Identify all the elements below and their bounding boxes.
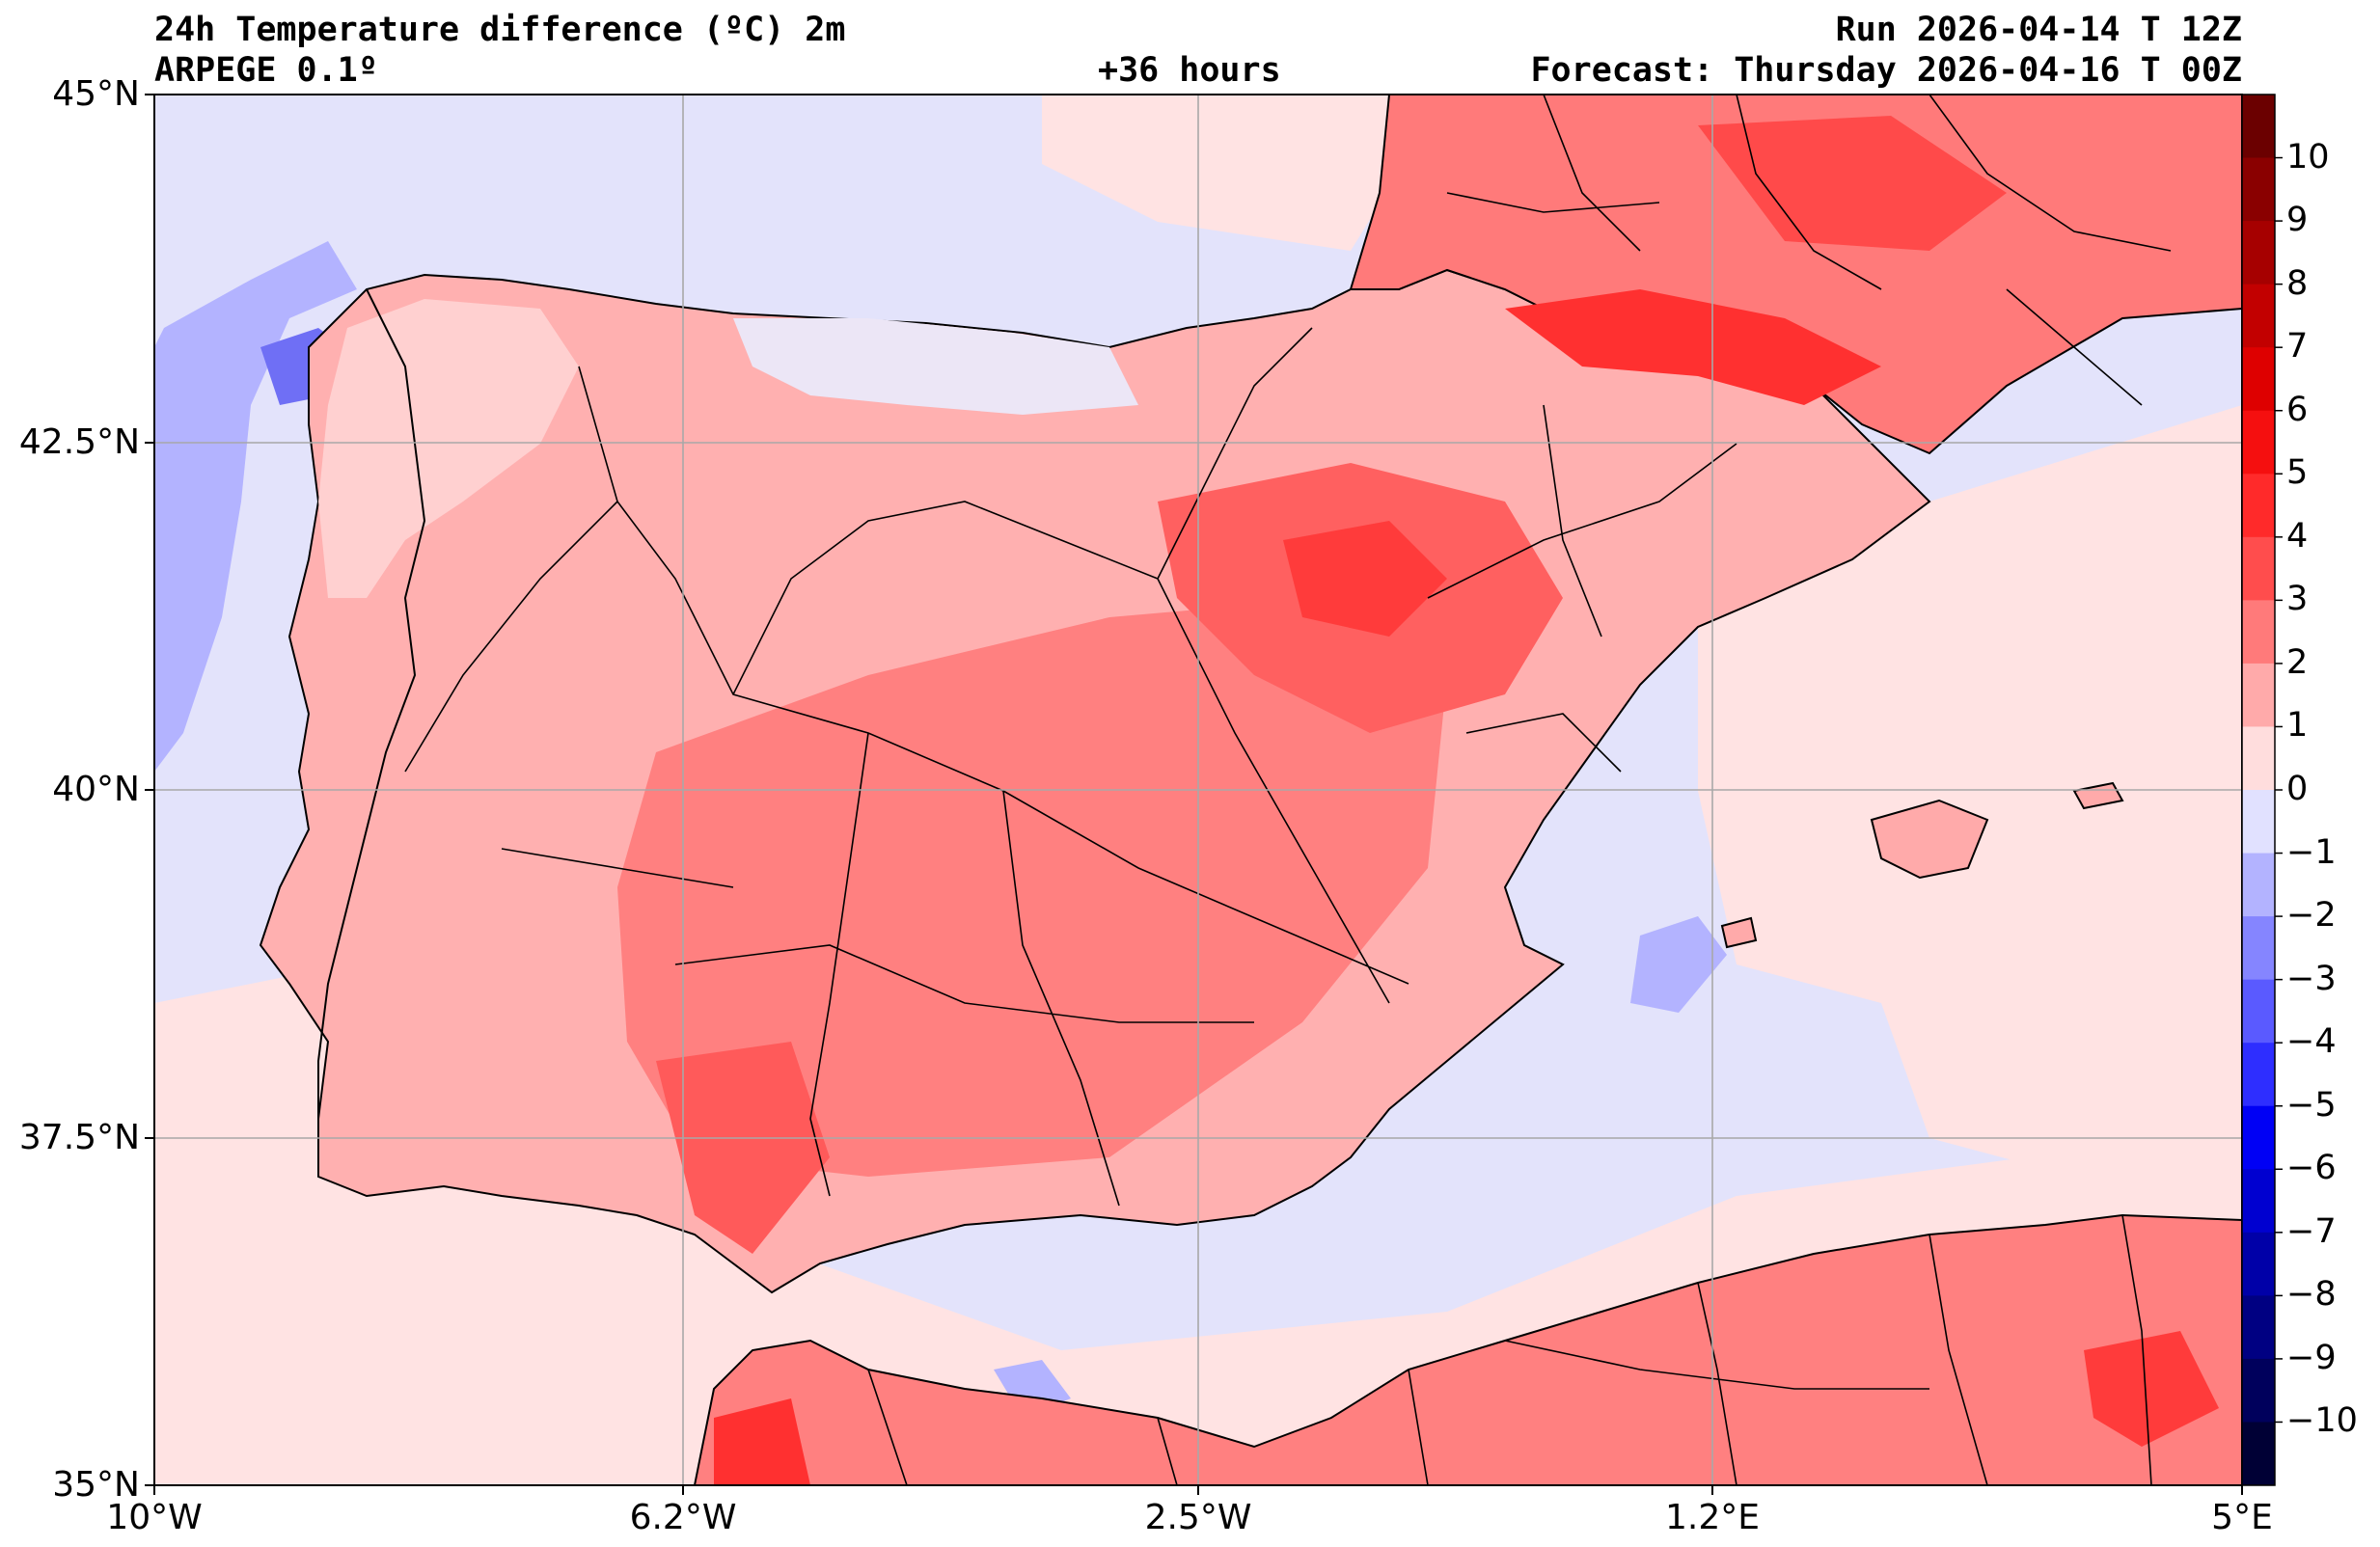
colorbar-segment bbox=[2242, 600, 2275, 665]
colorbar-segment bbox=[2242, 1295, 2275, 1360]
colorbar-segment bbox=[2242, 284, 2275, 348]
colorbar-label: 4 bbox=[2286, 516, 2309, 556]
lead-time-label: +36 hours bbox=[1098, 51, 1281, 90]
colorbar-label: −7 bbox=[2286, 1211, 2337, 1251]
morocco-hot-core bbox=[714, 1398, 810, 1485]
northern-coast-cool bbox=[733, 318, 1138, 415]
model-label: ARPEGE 0.1º bbox=[154, 51, 378, 90]
colorbar-segment bbox=[2242, 157, 2275, 222]
colorbar-label: 3 bbox=[2286, 580, 2309, 619]
colorbar-label: −5 bbox=[2286, 1085, 2337, 1125]
colorbar-label: −1 bbox=[2286, 832, 2337, 872]
lon-label: 2.5°W bbox=[1144, 1498, 1252, 1537]
colorbar-segment bbox=[2242, 347, 2275, 412]
colorbar-segment bbox=[2242, 536, 2275, 601]
colorbar-segment bbox=[2242, 1169, 2275, 1234]
colorbar-label: −4 bbox=[2286, 1022, 2337, 1062]
colorbar-segment bbox=[2242, 1043, 2275, 1107]
colorbar-segment bbox=[2242, 1422, 2275, 1486]
colorbar-segment bbox=[2242, 979, 2275, 1044]
border-pt-es bbox=[317, 288, 426, 1119]
lat-label: 40°N bbox=[52, 770, 140, 809]
sea-warm-east bbox=[1698, 405, 2242, 1196]
axis-ticks bbox=[145, 94, 2243, 1495]
iberia-warm-east-core bbox=[1283, 521, 1447, 637]
forecast-label: Forecast: Thursday 2026-04-16 T 00Z bbox=[1530, 51, 2242, 90]
france-borders bbox=[1446, 95, 2172, 406]
lat-label: 42.5°N bbox=[18, 422, 140, 462]
colorbar-segment bbox=[2242, 1105, 2275, 1170]
colorbar-segment bbox=[2242, 726, 2275, 791]
africa-borders bbox=[867, 1214, 2152, 1485]
france-land bbox=[1349, 95, 2242, 455]
balearic-cold-patch bbox=[1630, 916, 1727, 1013]
region-borders bbox=[404, 327, 1737, 1207]
colorbar-label: 2 bbox=[2286, 642, 2309, 682]
sea-warm-north bbox=[1042, 95, 1447, 251]
colorbar-label: −8 bbox=[2286, 1275, 2337, 1315]
colorbar-label: 0 bbox=[2286, 770, 2309, 808]
colorbar-segment bbox=[2242, 663, 2275, 727]
lon-label: 5°E bbox=[2211, 1498, 2273, 1537]
colorbar-label: 1 bbox=[2286, 706, 2309, 746]
colorbar-label: 8 bbox=[2286, 263, 2309, 303]
colorbar-segment bbox=[2242, 95, 2275, 159]
colorbar-label: 5 bbox=[2286, 453, 2309, 493]
colorbar-segment bbox=[2242, 474, 2275, 538]
colorbar-label: 7 bbox=[2286, 327, 2309, 366]
colorbar-label: −9 bbox=[2286, 1338, 2337, 1377]
run-label: Run 2026-04-14 T 12Z bbox=[1835, 11, 2242, 49]
colorbar-label: 9 bbox=[2286, 201, 2309, 240]
france-hot-core bbox=[1505, 289, 1881, 405]
colorbar-segment bbox=[2242, 410, 2275, 475]
france-hot-north bbox=[1698, 116, 2007, 251]
map-title: 24h Temperature difference (ºC) 2m bbox=[154, 11, 846, 49]
atlantic-cold-patch bbox=[154, 241, 357, 772]
iberia-warm-south bbox=[656, 1042, 830, 1254]
colorbar-label: 10 bbox=[2286, 137, 2330, 176]
north-africa-hot-core bbox=[2084, 1331, 2219, 1447]
lat-label: 45°N bbox=[52, 74, 140, 114]
lon-label: 10°W bbox=[106, 1498, 203, 1537]
colorbar-label: 6 bbox=[2286, 390, 2309, 429]
mallorca-island bbox=[1870, 799, 1989, 880]
colorbar-label: −3 bbox=[2286, 959, 2337, 998]
colorbar bbox=[2241, 94, 2283, 1486]
colorbar-segment bbox=[2242, 853, 2275, 917]
colorbar-segment bbox=[2242, 916, 2275, 981]
lon-label: 1.2°E bbox=[1665, 1498, 1760, 1537]
colorbar-label: −10 bbox=[2286, 1401, 2358, 1441]
colorbar-segment bbox=[2242, 1232, 2275, 1296]
colorbar-label: −6 bbox=[2286, 1149, 2337, 1188]
colorbar-label: −2 bbox=[2286, 896, 2337, 936]
lon-label: 6.2°W bbox=[629, 1498, 737, 1537]
ibiza-island bbox=[1720, 916, 1758, 949]
colorbar-segment bbox=[2242, 790, 2275, 855]
colorbar-segment bbox=[2242, 221, 2275, 285]
lat-label: 35°N bbox=[52, 1465, 140, 1505]
gridlines bbox=[154, 95, 2242, 1485]
colorbar-segment bbox=[2242, 1358, 2275, 1423]
northwest-mixed bbox=[318, 299, 579, 598]
lat-label: 37.5°N bbox=[18, 1118, 140, 1157]
